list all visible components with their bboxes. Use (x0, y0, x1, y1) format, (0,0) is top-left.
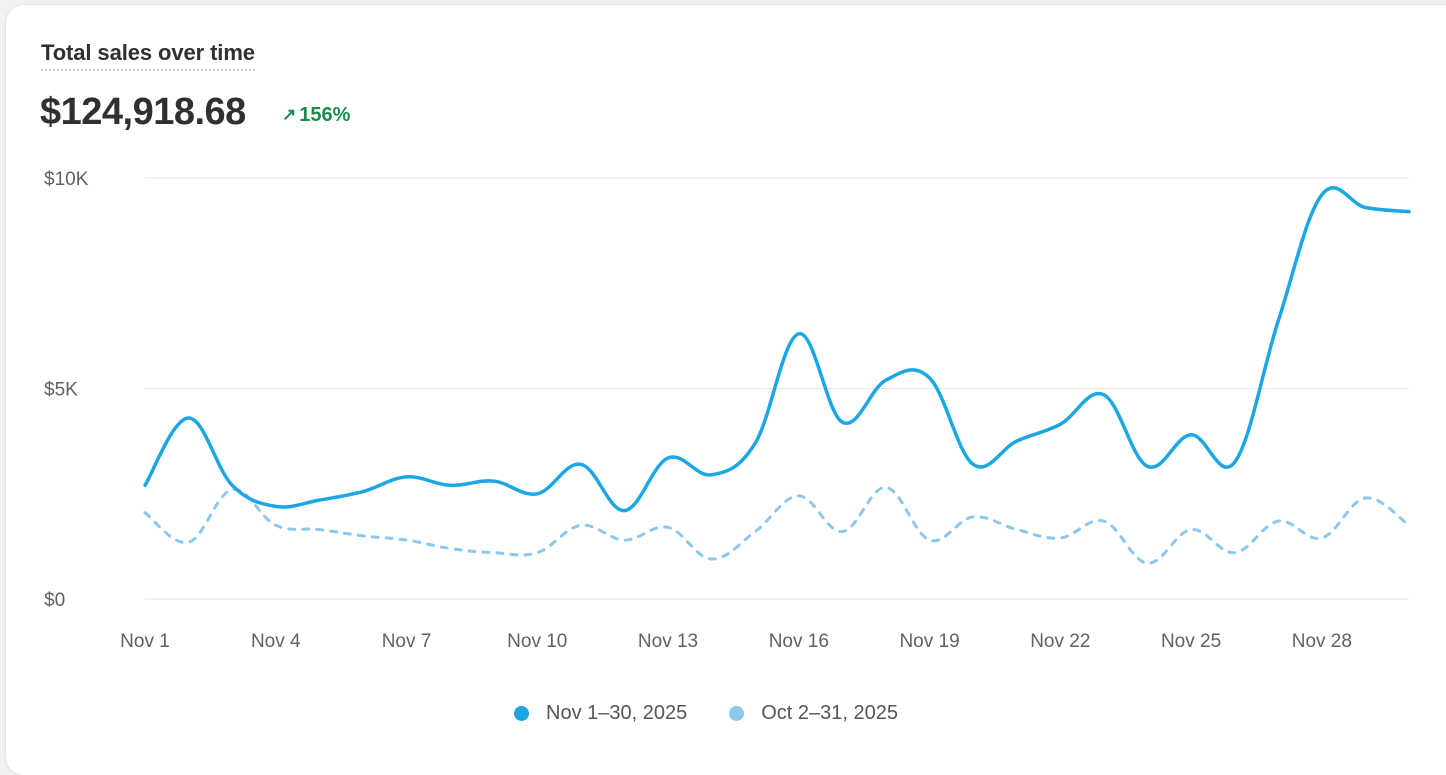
x-tick-label: Nov 25 (1161, 631, 1221, 652)
series-line-previous[interactable] (143, 485, 1411, 565)
x-tick-label: Nov 22 (1030, 631, 1090, 652)
x-tick-label: Nov 19 (899, 631, 959, 652)
chart-title[interactable]: Total sales over time (41, 40, 255, 71)
series-line-current[interactable] (143, 186, 1411, 513)
change-badge: ↗ 156% (282, 103, 350, 127)
line-chart[interactable]: $0 $5K $10K Nov 1 Nov 4 Nov 7 Nov 10 Nov 13 Nov … (0, 0, 1446, 700)
chart-legend: Nov 1–30, 2025 Oct 2–31, 2025 (514, 702, 898, 725)
y-tick-label: $0 (44, 590, 65, 611)
sales-card (6, 5, 1446, 775)
x-tick-label: Nov 4 (251, 631, 301, 652)
x-tick-label: Nov 28 (1292, 631, 1352, 652)
legend-item-current[interactable]: Nov 1–30, 2025 (514, 702, 687, 725)
change-percent: 156% (299, 104, 351, 126)
x-tick-label: Nov 13 (638, 631, 698, 652)
x-tick-label: Nov 1 (120, 631, 170, 652)
x-tick-label: Nov 10 (507, 631, 567, 652)
legend-label-previous: Oct 2–31, 2025 (761, 702, 899, 724)
x-tick-label: Nov 7 (382, 631, 432, 652)
legend-label-current: Nov 1–30, 2025 (546, 702, 688, 724)
x-tick-label: Nov 16 (769, 631, 829, 652)
legend-dot-current (514, 706, 529, 721)
arrow-up-right-icon: ↗ (282, 105, 297, 124)
y-tick-label: $5K (44, 380, 78, 401)
total-sales-value: $124,918.68 (40, 91, 246, 133)
legend-item-previous[interactable]: Oct 2–31, 2025 (729, 702, 898, 725)
y-tick-label: $10K (44, 169, 89, 190)
legend-dot-previous (729, 706, 745, 721)
